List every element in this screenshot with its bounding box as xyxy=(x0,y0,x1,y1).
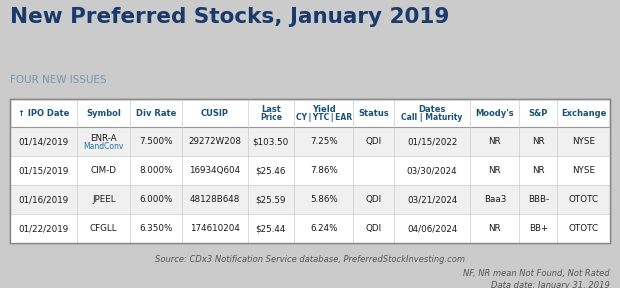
Text: 03/21/2024: 03/21/2024 xyxy=(407,195,458,204)
Text: NF, NR mean Not Found, Not Rated: NF, NR mean Not Found, Not Rated xyxy=(464,269,610,278)
Text: OTOTC: OTOTC xyxy=(569,195,599,204)
Text: Div Rate: Div Rate xyxy=(136,109,177,118)
Text: 04/06/2024: 04/06/2024 xyxy=(407,224,458,233)
Text: NR: NR xyxy=(532,166,544,175)
Text: 01/14/2019: 01/14/2019 xyxy=(19,137,69,146)
Text: 03/30/2024: 03/30/2024 xyxy=(407,166,458,175)
Text: Last: Last xyxy=(261,105,281,114)
Text: OTOTC: OTOTC xyxy=(569,224,599,233)
Text: 6.350%: 6.350% xyxy=(140,224,173,233)
Text: BB+: BB+ xyxy=(529,224,548,233)
Text: $25.44: $25.44 xyxy=(255,224,286,233)
Text: 7.86%: 7.86% xyxy=(310,166,338,175)
Text: BBB-: BBB- xyxy=(528,195,549,204)
Text: CIM-D: CIM-D xyxy=(91,166,117,175)
Text: Exchange: Exchange xyxy=(561,109,606,118)
Bar xyxy=(10,185,610,214)
Text: Baa3: Baa3 xyxy=(484,195,506,204)
Text: NYSE: NYSE xyxy=(572,137,595,146)
Text: Price: Price xyxy=(260,113,282,122)
Text: 7.25%: 7.25% xyxy=(310,137,338,146)
Text: ENR-A: ENR-A xyxy=(91,134,117,143)
Text: $103.50: $103.50 xyxy=(253,137,289,146)
Text: QDI: QDI xyxy=(366,137,382,146)
Text: Moody's: Moody's xyxy=(476,109,514,118)
Text: $25.46: $25.46 xyxy=(255,166,286,175)
Text: 8.000%: 8.000% xyxy=(140,166,173,175)
Text: Call | Maturity: Call | Maturity xyxy=(401,113,463,122)
Text: 01/15/2019: 01/15/2019 xyxy=(19,166,69,175)
Text: 29272W208: 29272W208 xyxy=(188,137,242,146)
Bar xyxy=(10,214,610,243)
Text: 5.86%: 5.86% xyxy=(310,195,338,204)
Text: NYSE: NYSE xyxy=(572,166,595,175)
Text: New Preferred Stocks, January 2019: New Preferred Stocks, January 2019 xyxy=(10,7,450,27)
Text: 6.24%: 6.24% xyxy=(310,224,337,233)
Text: S&P: S&P xyxy=(529,109,548,118)
Text: Yield: Yield xyxy=(312,105,335,114)
Text: NR: NR xyxy=(489,166,501,175)
Text: QDI: QDI xyxy=(366,195,382,204)
Text: $25.59: $25.59 xyxy=(255,195,286,204)
Text: 16934Q604: 16934Q604 xyxy=(190,166,241,175)
Text: QDI: QDI xyxy=(366,224,382,233)
Bar xyxy=(10,99,610,243)
Text: CUSIP: CUSIP xyxy=(201,109,229,118)
Text: 01/15/2022: 01/15/2022 xyxy=(407,137,458,146)
Text: 48128B648: 48128B648 xyxy=(190,195,240,204)
Text: NR: NR xyxy=(489,137,501,146)
Text: Symbol: Symbol xyxy=(86,109,122,118)
Text: CFGLL: CFGLL xyxy=(90,224,118,233)
Text: 01/22/2019: 01/22/2019 xyxy=(19,224,69,233)
Text: 174610204: 174610204 xyxy=(190,224,240,233)
Text: NR: NR xyxy=(489,224,501,233)
Text: NR: NR xyxy=(532,137,544,146)
Bar xyxy=(10,156,610,185)
Text: Source: CDx3 Notification Service database, PreferredStockInvesting.com: Source: CDx3 Notification Service databa… xyxy=(155,255,465,264)
Text: FOUR NEW ISSUES: FOUR NEW ISSUES xyxy=(10,75,107,85)
Text: 01/16/2019: 01/16/2019 xyxy=(19,195,69,204)
Text: 7.500%: 7.500% xyxy=(140,137,173,146)
Text: ↑ IPO Date: ↑ IPO Date xyxy=(18,109,69,118)
Text: Status: Status xyxy=(358,109,389,118)
Text: CY | YTC | EAR: CY | YTC | EAR xyxy=(296,113,352,122)
Text: JPEEL: JPEEL xyxy=(92,195,115,204)
Text: MandConv: MandConv xyxy=(84,142,124,151)
Text: 6.000%: 6.000% xyxy=(140,195,173,204)
Text: Data date: January 31, 2019: Data date: January 31, 2019 xyxy=(491,281,610,288)
Text: Dates: Dates xyxy=(418,105,446,114)
Bar xyxy=(10,127,610,156)
